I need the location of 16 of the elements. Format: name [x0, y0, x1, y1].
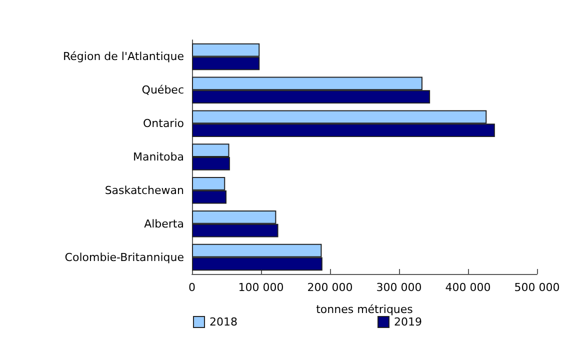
y-tick-label: Saskatchewan: [104, 184, 184, 197]
y-tick-label: Manitoba: [132, 150, 184, 164]
y-tick-label: Québec: [142, 84, 184, 97]
x-tick-label: 200 000: [307, 281, 353, 294]
y-tick-label: Alberta: [144, 217, 184, 230]
y-tick-label: Région de l'Atlantique: [63, 50, 184, 64]
legend-label: 2018: [210, 316, 238, 328]
x-tick-label: 400 000: [445, 281, 491, 294]
x-tick-label: 300 000: [376, 281, 422, 294]
x-axis-title: tonnes métriques: [316, 303, 414, 316]
x-tick-label: 100 000: [238, 281, 284, 294]
y-tick-label: Ontario: [143, 117, 184, 130]
legend-label: 2019: [394, 316, 422, 328]
x-tick-label: 500 000: [514, 281, 560, 294]
y-tick-label: Colombie-Britannique: [64, 250, 184, 264]
x-tick-label: 0: [188, 281, 196, 294]
